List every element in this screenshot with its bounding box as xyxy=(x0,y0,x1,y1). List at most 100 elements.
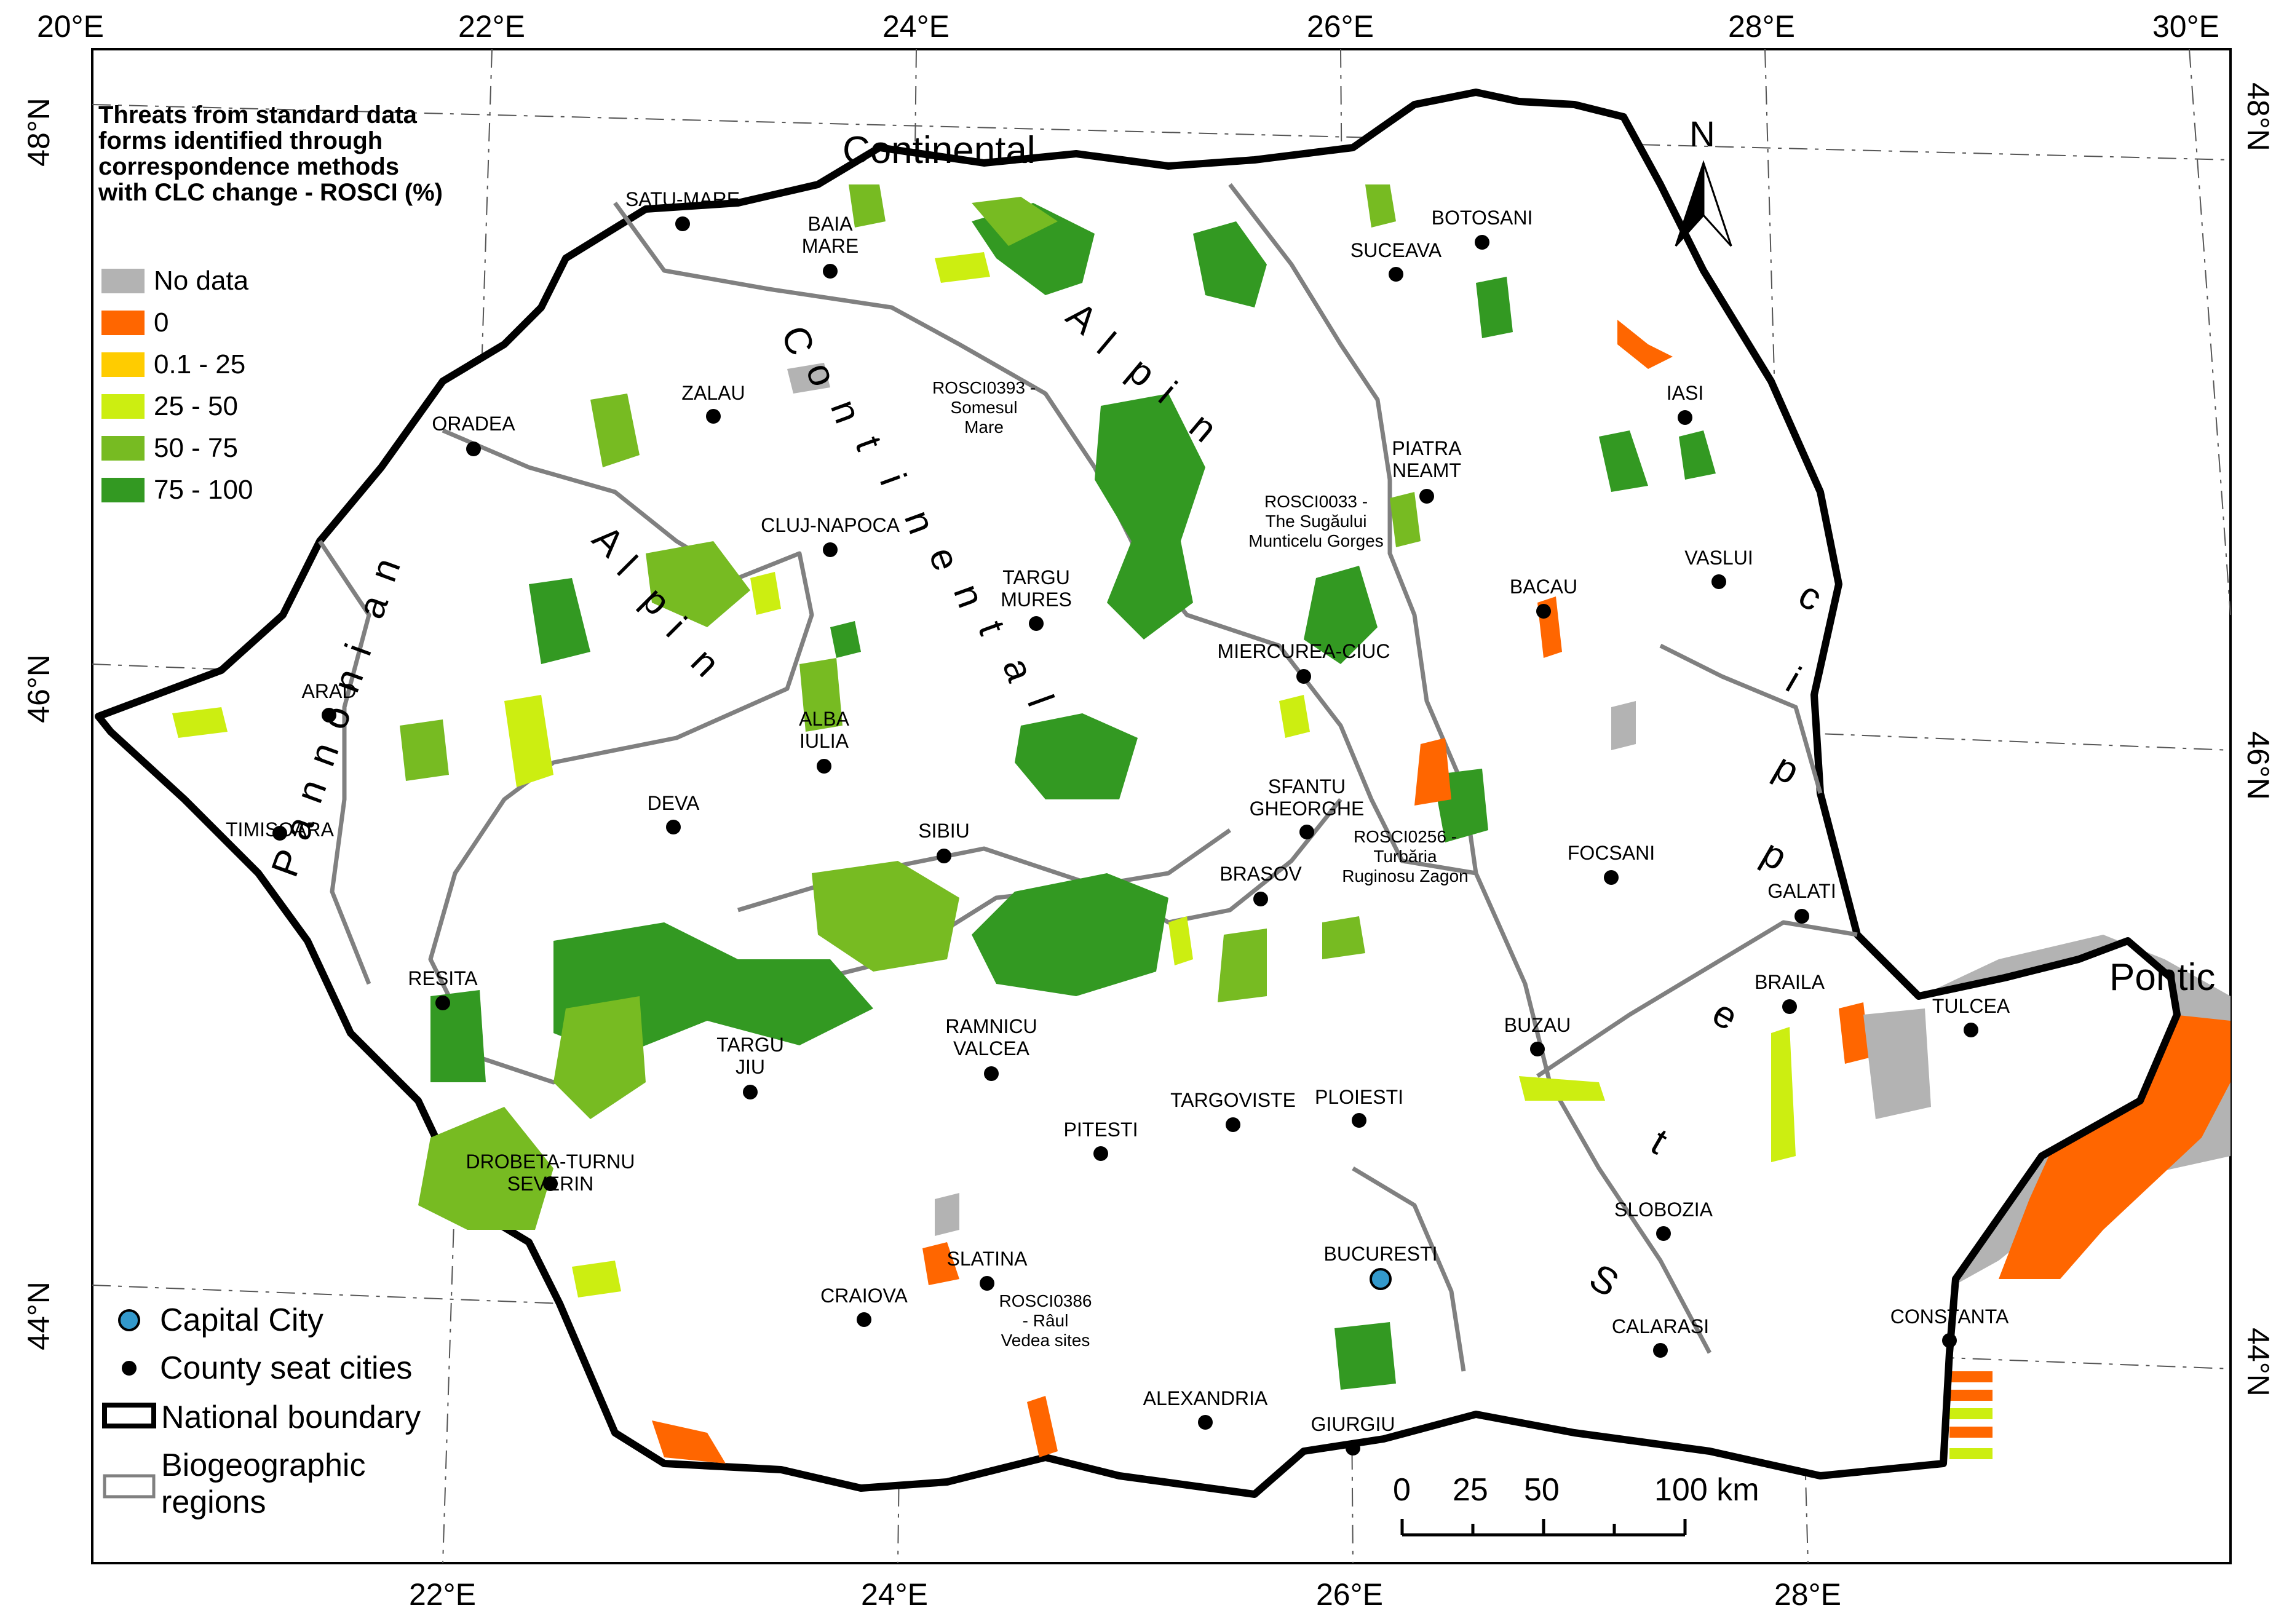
city-label: ZALAU xyxy=(681,382,745,404)
rosci-sites xyxy=(172,184,1931,1464)
legend-title-line: with CLC change - ROSCI (%) xyxy=(98,179,443,206)
city-label: PITESTI xyxy=(1064,1119,1138,1141)
north-arrow-label: N xyxy=(1689,114,1715,154)
city-marker xyxy=(1296,669,1311,684)
scale-label-0: 0 xyxy=(1393,1472,1411,1508)
legend-class-label: 0.1 - 25 xyxy=(154,349,245,379)
city-label: ORADEA xyxy=(432,413,515,435)
region-label-continental: Continental xyxy=(843,129,1036,172)
city-marker xyxy=(322,708,336,723)
site-label: ROSCI0033 -The Sugăului Munticelu Gorges xyxy=(1248,492,1383,550)
city-label: ARAD xyxy=(302,680,357,702)
region-label-pontic: Pontic xyxy=(2109,956,2215,999)
city-marker xyxy=(1299,825,1314,839)
city-label: SLOBOZIA xyxy=(1614,1198,1713,1221)
legend-swatch xyxy=(101,352,145,377)
site-label-line: ROSCI0033 - xyxy=(1264,492,1368,511)
city-marker xyxy=(1794,909,1809,924)
site-label-line: ROSCI0386 xyxy=(999,1291,1092,1310)
city-marker xyxy=(1389,267,1403,282)
site-label-line: The Sugăului xyxy=(1265,512,1366,531)
city-label: SFANTU GHEORGHE xyxy=(1250,775,1365,820)
site-label-line: Somesul xyxy=(951,398,1018,417)
city-marker xyxy=(1419,489,1434,504)
scale-label-100: 100 km xyxy=(1654,1472,1759,1508)
city-marker xyxy=(666,820,681,834)
legend-swatch xyxy=(101,478,145,502)
city-marker xyxy=(1604,870,1619,885)
city-label: BRASOV xyxy=(1219,863,1302,885)
legend-classes: No data 0 0.1 - 25 25 - 50 50 - 75 75 - 100 xyxy=(101,266,253,505)
city-label: ALBA IULIA xyxy=(799,708,849,752)
legend-title-line: correspondence methods xyxy=(98,153,399,180)
capital-city-label: Capital City xyxy=(160,1302,323,1338)
site-label-line: Mare xyxy=(964,418,1004,437)
site-label: ROSCI0393 -Somesul Mare xyxy=(932,378,1036,437)
city-marker xyxy=(1352,1113,1366,1128)
legend-title-line: forms identified through xyxy=(98,127,383,154)
city-marker xyxy=(980,1276,994,1291)
city-label: TARGOVISTE xyxy=(1170,1089,1296,1111)
site-labels: ROSCI0393 -Somesul Mare ROSCI0033 -The Sug… xyxy=(932,378,1469,1350)
city-marker xyxy=(743,1085,758,1099)
city-label: TARGU MURES xyxy=(1001,566,1072,611)
legend-class-label: 0 xyxy=(154,307,169,338)
city-label: TARGU JIU xyxy=(716,1034,784,1078)
city-marker xyxy=(857,1312,871,1327)
city-label: SUCEAVA xyxy=(1350,239,1442,261)
city-label: IASI xyxy=(1667,382,1703,404)
graticule-top-label: 20°E xyxy=(37,9,104,44)
city-label: TULCEA xyxy=(1932,995,2010,1017)
biogeographic-label-1: Biogeographic xyxy=(161,1448,365,1483)
site-label-line: Turbăria xyxy=(1373,847,1437,866)
site-label-line: - Râul xyxy=(1023,1311,1069,1330)
city-label: ALEXANDRIA xyxy=(1143,1387,1268,1409)
north-arrow: N xyxy=(1675,114,1732,247)
graticule-bottom-label: 22°E xyxy=(409,1577,476,1612)
legend-swatch xyxy=(101,436,145,461)
graticule-left-label: 44°N xyxy=(22,1281,56,1350)
city-marker xyxy=(1093,1146,1108,1161)
city-marker xyxy=(1964,1023,1978,1037)
graticule-top-label: 22°E xyxy=(458,9,525,44)
site-label: ROSCI0386- Râul Vedea sites xyxy=(999,1291,1092,1350)
city-marker xyxy=(1530,1042,1545,1056)
city-marker xyxy=(1346,1441,1360,1456)
site-label: ROSCI0256 -Turbăria Ruginosu Zagon xyxy=(1342,827,1468,885)
graticule-left-label: 46°N xyxy=(22,654,56,723)
city-marker xyxy=(1782,999,1797,1014)
city-marker xyxy=(937,849,951,863)
city-label: TIMISOARA xyxy=(226,818,335,841)
city-label: SLATINA xyxy=(947,1248,1028,1270)
national-boundary-symbol xyxy=(102,1403,156,1428)
capital-city-marker xyxy=(1370,1268,1392,1290)
city-label: SATU-MARE xyxy=(625,188,740,210)
biogeographic-symbol xyxy=(103,1474,156,1499)
city-marker xyxy=(675,216,690,231)
city-marker xyxy=(435,996,450,1010)
legend-swatch xyxy=(101,269,145,293)
graticule-top-label: 24°E xyxy=(882,9,950,44)
city-marker xyxy=(706,409,721,424)
legend-class-label: 50 - 75 xyxy=(154,433,238,463)
city-marker xyxy=(1029,616,1044,631)
city-marker xyxy=(1711,574,1726,589)
graticule-top-label: 26°E xyxy=(1307,9,1374,44)
city-label: CRAIOVA xyxy=(820,1285,908,1307)
scale-label-25: 25 xyxy=(1453,1472,1488,1508)
city-marker xyxy=(1253,892,1268,906)
capital-city-symbol xyxy=(118,1309,140,1331)
legend-class-label: 25 - 50 xyxy=(154,391,238,421)
city-marker xyxy=(823,264,838,279)
county-seat-label: County seat cities xyxy=(160,1350,412,1386)
site-label-line: ROSCI0393 - xyxy=(932,378,1036,397)
national-boundary-label: National boundary xyxy=(161,1400,421,1435)
city-marker xyxy=(984,1066,999,1081)
city-label: VASLUI xyxy=(1684,547,1753,569)
city-marker xyxy=(1678,410,1692,425)
city-label: PLOIESTI xyxy=(1315,1086,1403,1108)
city-label: GALATI xyxy=(1767,880,1836,902)
graticule-top-label: 30°E xyxy=(2152,9,2219,44)
